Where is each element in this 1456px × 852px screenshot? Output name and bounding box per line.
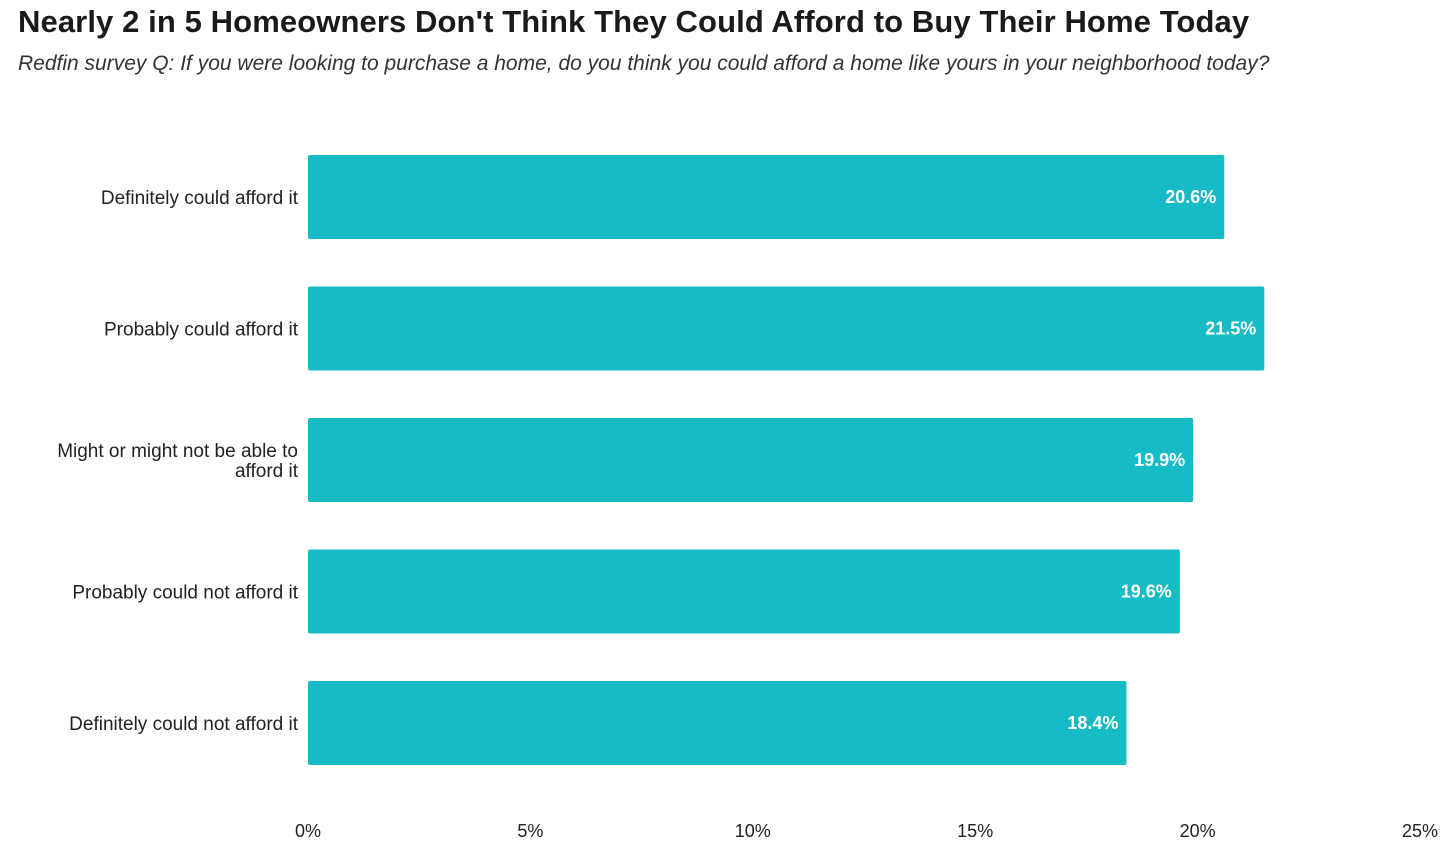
category-label-3-line-2: afford it xyxy=(235,461,299,482)
category-label-5: Definitely could not afford it xyxy=(69,714,299,735)
bar-4 xyxy=(308,549,1180,634)
x-tick-label-5: 20% xyxy=(1180,821,1216,841)
value-labels: 20.6% 21.5% 19.9% 19.6% 18.4% xyxy=(1067,187,1256,733)
value-label-2: 21.5% xyxy=(1205,319,1256,339)
category-label-3-line-1: Might or might not be able to xyxy=(57,441,298,462)
x-axis-tick-labels: 0% 5% 10% 15% 20% 25% xyxy=(295,821,1438,841)
x-tick-label-3: 10% xyxy=(735,821,771,841)
x-tick-label-6: 25% xyxy=(1402,821,1438,841)
category-labels: Definitely could afford it Probably could… xyxy=(57,188,299,735)
chart-subtitle: Redfin survey Q: If you were looking to … xyxy=(18,52,1270,75)
x-tick-label-2: 5% xyxy=(517,821,543,841)
value-label-5: 18.4% xyxy=(1067,713,1118,733)
value-label-3: 19.9% xyxy=(1134,450,1185,470)
bar-1 xyxy=(308,155,1225,239)
bar-3 xyxy=(308,418,1194,502)
bar-2 xyxy=(308,286,1265,371)
chart-title: Nearly 2 in 5 Homeowners Don't Think The… xyxy=(18,4,1250,39)
x-tick-label-1: 0% xyxy=(295,821,321,841)
bar-5 xyxy=(308,681,1127,765)
category-label-4: Probably could not afford it xyxy=(72,583,298,604)
bars-group xyxy=(308,155,1265,765)
x-tick-label-4: 15% xyxy=(957,821,993,841)
value-label-4: 19.6% xyxy=(1121,582,1172,602)
value-label-1: 20.6% xyxy=(1165,187,1216,207)
category-label-1: Definitely could afford it xyxy=(101,188,299,209)
category-label-2: Probably could afford it xyxy=(104,320,299,341)
